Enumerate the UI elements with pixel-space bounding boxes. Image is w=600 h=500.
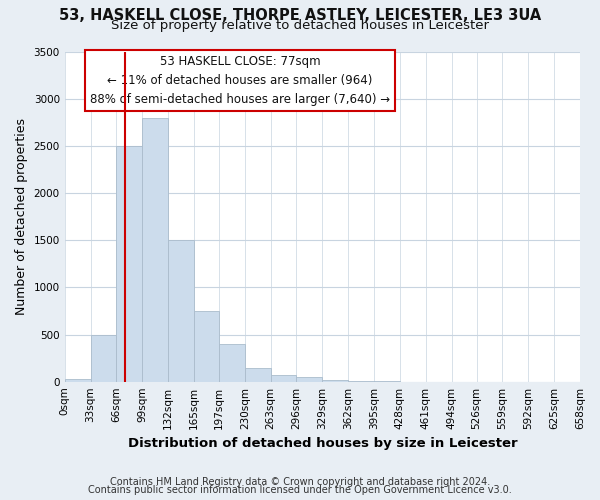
Bar [245, 368, 271, 382]
Bar [91, 334, 116, 382]
Bar [322, 380, 348, 382]
Bar [65, 379, 91, 382]
Bar [116, 146, 142, 382]
Bar [142, 118, 168, 382]
Bar [168, 240, 194, 382]
Y-axis label: Number of detached properties: Number of detached properties [15, 118, 28, 315]
Text: Contains HM Land Registry data © Crown copyright and database right 2024.: Contains HM Land Registry data © Crown c… [110, 477, 490, 487]
Bar [296, 377, 322, 382]
Bar [271, 375, 296, 382]
Text: Contains public sector information licensed under the Open Government Licence v3: Contains public sector information licen… [88, 485, 512, 495]
Text: Size of property relative to detached houses in Leicester: Size of property relative to detached ho… [111, 19, 489, 32]
Text: 53 HASKELL CLOSE: 77sqm
← 11% of detached houses are smaller (964)
88% of semi-d: 53 HASKELL CLOSE: 77sqm ← 11% of detache… [90, 55, 390, 106]
X-axis label: Distribution of detached houses by size in Leicester: Distribution of detached houses by size … [128, 437, 517, 450]
Bar [194, 311, 219, 382]
Bar [219, 344, 245, 382]
Text: 53, HASKELL CLOSE, THORPE ASTLEY, LEICESTER, LE3 3UA: 53, HASKELL CLOSE, THORPE ASTLEY, LEICES… [59, 8, 541, 22]
